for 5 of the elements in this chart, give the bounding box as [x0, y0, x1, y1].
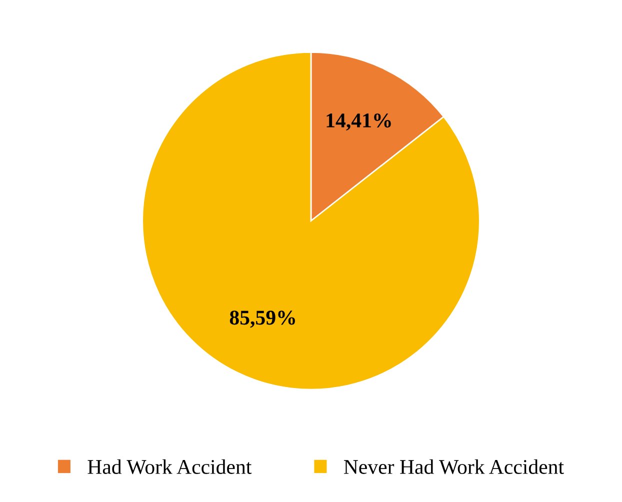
data-label: 85,59% — [230, 310, 295, 328]
legend-label: Had Work Accident — [88, 459, 252, 474]
data-label: 14,41% — [326, 113, 391, 131]
legend-label: Never Had Work Accident — [344, 459, 564, 474]
pie-slice — [142, 52, 480, 390]
